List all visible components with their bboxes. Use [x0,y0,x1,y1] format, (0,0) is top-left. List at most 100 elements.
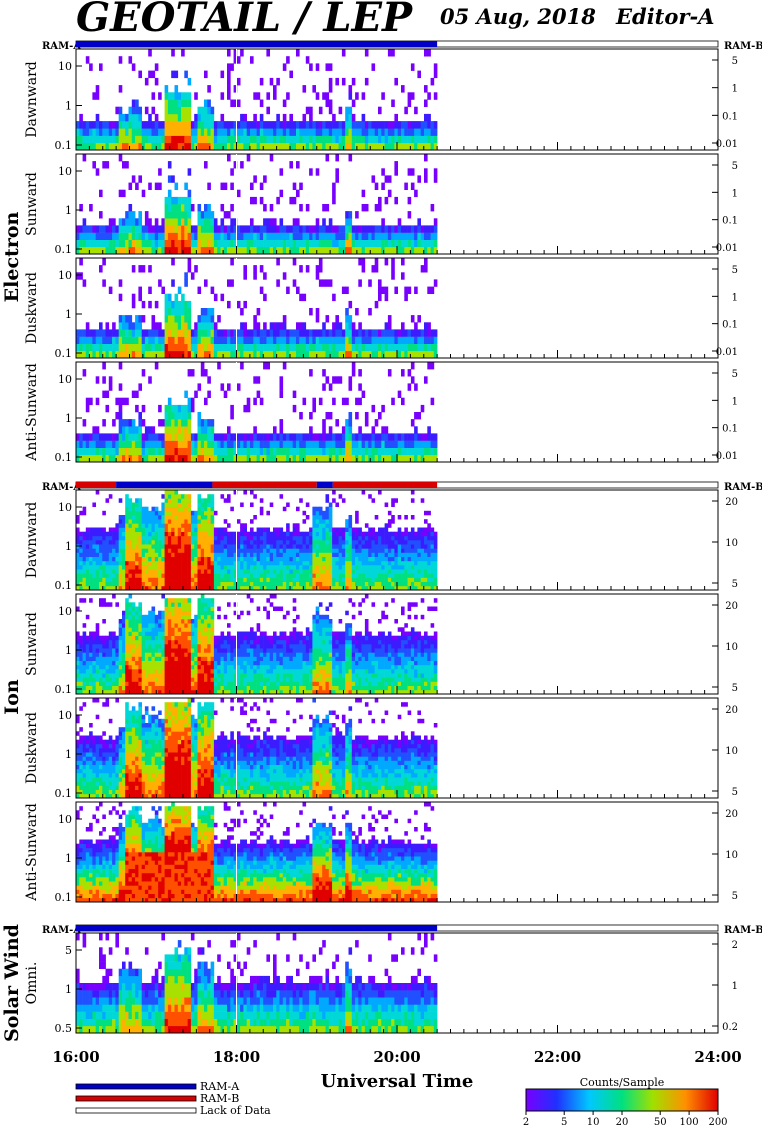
y-tick-label: 1 [65,100,72,113]
chart-title: GEOTAIL / LEP [76,0,413,41]
ram-bar-segment [76,41,438,47]
panel-label: Anti-Sunward [24,363,40,462]
ram-bar-segment [76,482,117,488]
ram-b-label: RAM-B [724,925,762,936]
y-tick-label: 10 [58,813,72,826]
spectrogram-panel [76,49,438,151]
ram-bar-segment [332,482,438,488]
chart-editor: Editor-A [616,4,715,29]
y-tick-label: 10 [58,165,72,178]
y2-tick-label: 10 [725,850,738,861]
y-tick-label: 0.5 [55,1022,73,1035]
panel-label: Dawnward [24,61,40,138]
y-tick-label: 10 [58,269,72,282]
legend-label: RAM-A [200,1080,240,1093]
y2-tick-label: 5 [732,56,738,67]
panel-label: Omni. [24,962,40,1005]
colorbar [525,1088,719,1112]
y2-tick-label: 0.2 [722,1022,738,1033]
x-tick-label: 20:00 [373,1048,420,1066]
spectrogram-panel [76,802,438,903]
y-tick-label: 10 [58,501,72,514]
colorbar-tick-label: 50 [654,1117,667,1128]
legend-swatch [75,1095,197,1102]
y2-tick-label: 0.01 [716,243,738,254]
ram-b-label: RAM-B [724,482,762,493]
ram-bar-segment [316,482,333,488]
legend-swatch [75,1083,197,1090]
y2-tick-label: 1 [732,188,738,199]
x-tick-label: 16:00 [52,1048,99,1066]
spectrogram-panel [76,698,438,799]
x-tick-label: 24:00 [694,1048,741,1066]
y-tick-label: 0.1 [55,243,73,256]
ram-bar-segment [76,925,438,931]
y2-tick-label: 0.01 [716,347,738,358]
panel-label: Sunward [24,172,40,236]
colorbar-tick-label: 10 [587,1117,600,1128]
y-tick-label: 10 [58,605,72,618]
y-tick-label: 10 [58,60,72,73]
colorbar-title: Counts/Sample [580,1076,665,1089]
y2-tick-label: 1 [732,292,738,303]
y-tick-label: 0.1 [55,347,73,360]
y2-tick-label: 1 [732,84,738,95]
group-label: Electron [1,212,23,303]
y-tick-label: 0.1 [55,579,73,592]
y-tick-label: 1 [65,748,72,761]
group-label: Solar Wind [1,924,23,1042]
panel-label: Anti-Sunward [24,803,40,902]
y2-tick-label: 5 [732,265,738,276]
y-tick-label: 1 [65,412,72,425]
y2-tick-label: 5 [732,787,738,798]
y2-tick-label: 10 [725,746,738,757]
x-axis-label: Universal Time [321,1071,474,1092]
colorbar-tick-label: 20 [616,1117,629,1128]
x-tick-label: 18:00 [213,1048,260,1066]
y2-tick-label: 0.1 [722,111,738,122]
y-tick-label: 1 [65,852,72,865]
y-tick-label: 0.1 [55,787,73,800]
panel-label: Dawnward [24,502,40,579]
y2-tick-label: 0.01 [716,451,738,462]
y-tick-label: 5 [65,944,72,957]
chart-date: 05 Aug, 2018 [440,4,596,29]
spectrogram-panel [76,258,438,359]
y2-tick-label: 2 [732,940,738,951]
legend-label: RAM-B [200,1092,239,1105]
group-label: Ion [1,679,23,715]
colorbar-tick-label: 200 [708,1117,727,1128]
x-tick-label: 22:00 [534,1048,581,1066]
y-tick-label: 1 [65,540,72,553]
panel-label: Duskward [24,272,40,344]
spectrogram-panel [76,490,438,591]
panel-label: Duskward [24,712,40,784]
y2-tick-label: 20 [725,497,738,508]
y-tick-label: 10 [58,373,72,386]
y-tick-label: 1 [65,644,72,657]
y-tick-label: 1 [65,204,72,217]
y2-tick-label: 0.01 [716,139,738,150]
y-tick-label: 1 [65,983,72,996]
spectrogram-panel [76,154,438,255]
panel-label: Sunward [24,612,40,676]
y2-tick-label: 20 [725,705,738,716]
y-tick-label: 1 [65,308,72,321]
y2-tick-label: 5 [732,579,738,590]
legend-swatch [75,1107,197,1114]
y2-tick-label: 5 [732,369,738,380]
y2-tick-label: 1 [732,981,738,992]
y2-tick-label: 10 [725,642,738,653]
ram-bar-segment [212,482,317,488]
spectrogram-panel [76,362,438,463]
y-tick-label: 0.1 [55,683,73,696]
y2-tick-label: 5 [732,161,738,172]
colorbar-tick-label: 100 [680,1117,699,1128]
y2-tick-label: 0.1 [722,424,738,435]
spectrogram-panel [76,933,438,1034]
y2-tick-label: 1 [732,396,738,407]
legend-label: Lack of Data [200,1104,271,1117]
ram-bar-segment [116,482,213,488]
spectrogram-panel [76,594,438,695]
